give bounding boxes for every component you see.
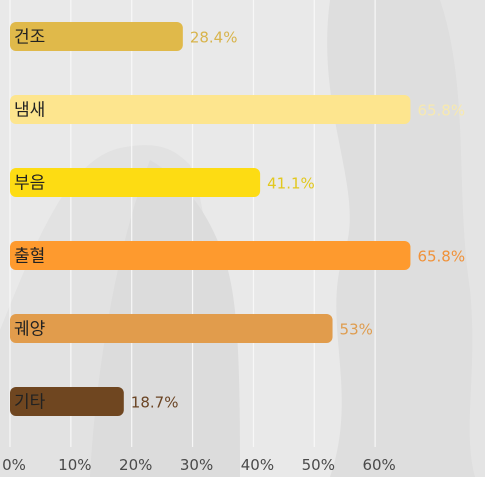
category-label: 건조 <box>14 28 45 48</box>
x-tick-label: 0% <box>2 456 26 474</box>
bar <box>10 387 124 416</box>
value-label: 65.8% <box>417 248 465 266</box>
category-label: 냄새 <box>14 101 45 121</box>
x-tick-label: 10% <box>58 456 91 474</box>
x-tick-label: 60% <box>362 456 395 474</box>
bar <box>10 314 333 343</box>
value-label: 53% <box>340 321 373 339</box>
value-label: 41.1% <box>267 175 315 193</box>
gridlines <box>9 0 376 447</box>
category-label: 기타 <box>14 393 46 413</box>
value-label: 28.4% <box>190 29 238 47</box>
bar <box>10 241 411 270</box>
bar <box>10 95 411 124</box>
bar <box>10 168 261 197</box>
category-label: 부음 <box>14 174 45 194</box>
bar <box>10 22 183 51</box>
bars: 건조 28.4% 냄새 65.8% 부음 41.1% 출혈 65.8% 궤양 53% 기타 18.7% <box>10 22 465 416</box>
category-label: 출혈 <box>14 247 45 267</box>
category-label: 궤양 <box>14 320 45 340</box>
x-tick-label: 20% <box>119 456 152 474</box>
x-axis-ticks: 0% 10% 20% 30% 40% 50% 60% <box>2 456 396 474</box>
x-tick-label: 50% <box>302 456 335 474</box>
background-shape-far-right <box>440 0 485 477</box>
value-label: 65.8% <box>417 102 465 120</box>
x-tick-label: 30% <box>180 456 213 474</box>
x-tick-label: 40% <box>241 456 274 474</box>
value-label: 18.7% <box>131 394 179 412</box>
